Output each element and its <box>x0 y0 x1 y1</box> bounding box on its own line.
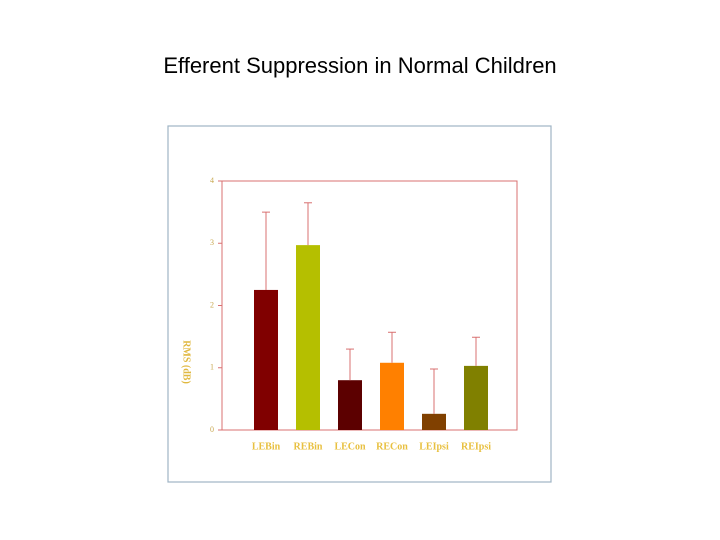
bar <box>338 380 362 430</box>
bar <box>464 365 488 430</box>
y-axis-label: RMS (dB) <box>181 340 192 384</box>
y-tick-label: 2 <box>210 300 214 309</box>
x-tick-label: LEBin <box>252 441 281 452</box>
y-tick-label: 0 <box>210 425 214 434</box>
bar <box>380 362 404 430</box>
x-tick-label: REIpsi <box>461 441 491 452</box>
x-tick-label: RECon <box>376 441 408 452</box>
x-tick-label: LEIpsi <box>419 441 449 452</box>
y-tick-label: 3 <box>210 238 214 247</box>
y-tick-label: 1 <box>210 363 214 372</box>
slide-title: Efferent Suppression in Normal Children <box>163 53 556 78</box>
bar <box>254 289 278 430</box>
x-tick-label: LECon <box>334 441 366 452</box>
bar <box>422 413 446 430</box>
y-tick-label: 4 <box>210 176 214 185</box>
x-tick-label: REBin <box>294 441 323 452</box>
bar <box>296 245 320 430</box>
